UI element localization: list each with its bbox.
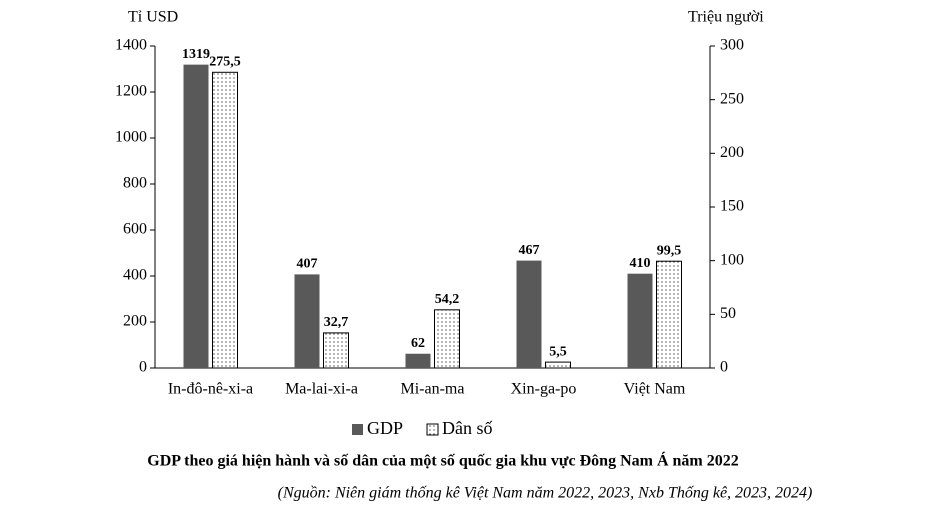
data-label: 410 — [630, 256, 651, 271]
data-label: 99,5 — [657, 243, 682, 258]
y2-tick-label: 250 — [720, 90, 744, 107]
legend-label: GDP — [367, 418, 403, 438]
y2-tick-label: 0 — [720, 359, 728, 376]
data-label: 275,5 — [209, 55, 241, 70]
x-tick-label: Việt Nam — [624, 381, 686, 398]
bar — [183, 64, 209, 368]
data-label: 1319 — [182, 47, 210, 62]
y2-tick-label: 150 — [720, 198, 744, 215]
y2-tick-label: 100 — [720, 251, 744, 268]
y-tick-label: 800 — [123, 175, 147, 192]
bar — [405, 353, 431, 368]
data-label: 62 — [411, 336, 425, 351]
chart-title: GDP theo giá hiện hành và số dân của một… — [147, 451, 738, 470]
y-axis-title: Tỉ USD — [128, 9, 178, 26]
y2-tick-label: 200 — [720, 144, 744, 161]
bar — [212, 71, 238, 369]
y-tick-label: 1400 — [115, 37, 147, 54]
legend-label: Dân số — [442, 418, 493, 438]
y2-tick-label: 50 — [720, 305, 736, 322]
data-label: 407 — [297, 257, 318, 272]
bar — [294, 274, 320, 368]
legend-swatch — [426, 423, 439, 436]
x-tick-label: Ma-lai-xi-a — [285, 381, 358, 398]
y-tick-label: 1000 — [115, 129, 147, 146]
bar — [323, 332, 349, 369]
bar — [545, 361, 571, 369]
y-tick-label: 0 — [139, 359, 147, 376]
bar — [656, 260, 682, 369]
y2-axis-title: Triệu người — [688, 9, 764, 26]
data-label: 467 — [519, 243, 540, 258]
y-tick-label: 200 — [123, 313, 147, 330]
bar — [434, 309, 460, 369]
y-tick-label: 400 — [123, 267, 147, 284]
data-label: 5,5 — [549, 344, 567, 359]
x-tick-label: Xin-ga-po — [511, 381, 577, 398]
bar — [516, 260, 542, 368]
y2-tick-label: 300 — [720, 37, 744, 54]
y-tick-label: 1200 — [115, 83, 147, 100]
x-tick-label: Mi-an-ma — [401, 381, 465, 398]
bar — [627, 273, 653, 368]
chart-source: (Nguồn: Niên giám thống kê Việt Nam năm … — [278, 485, 813, 502]
data-label: 32,7 — [324, 315, 349, 330]
x-tick-label: In-đô-nê-xi-a — [168, 381, 253, 398]
legend-swatch — [352, 424, 363, 435]
data-label: 54,2 — [435, 292, 460, 307]
y-tick-label: 600 — [123, 221, 147, 238]
